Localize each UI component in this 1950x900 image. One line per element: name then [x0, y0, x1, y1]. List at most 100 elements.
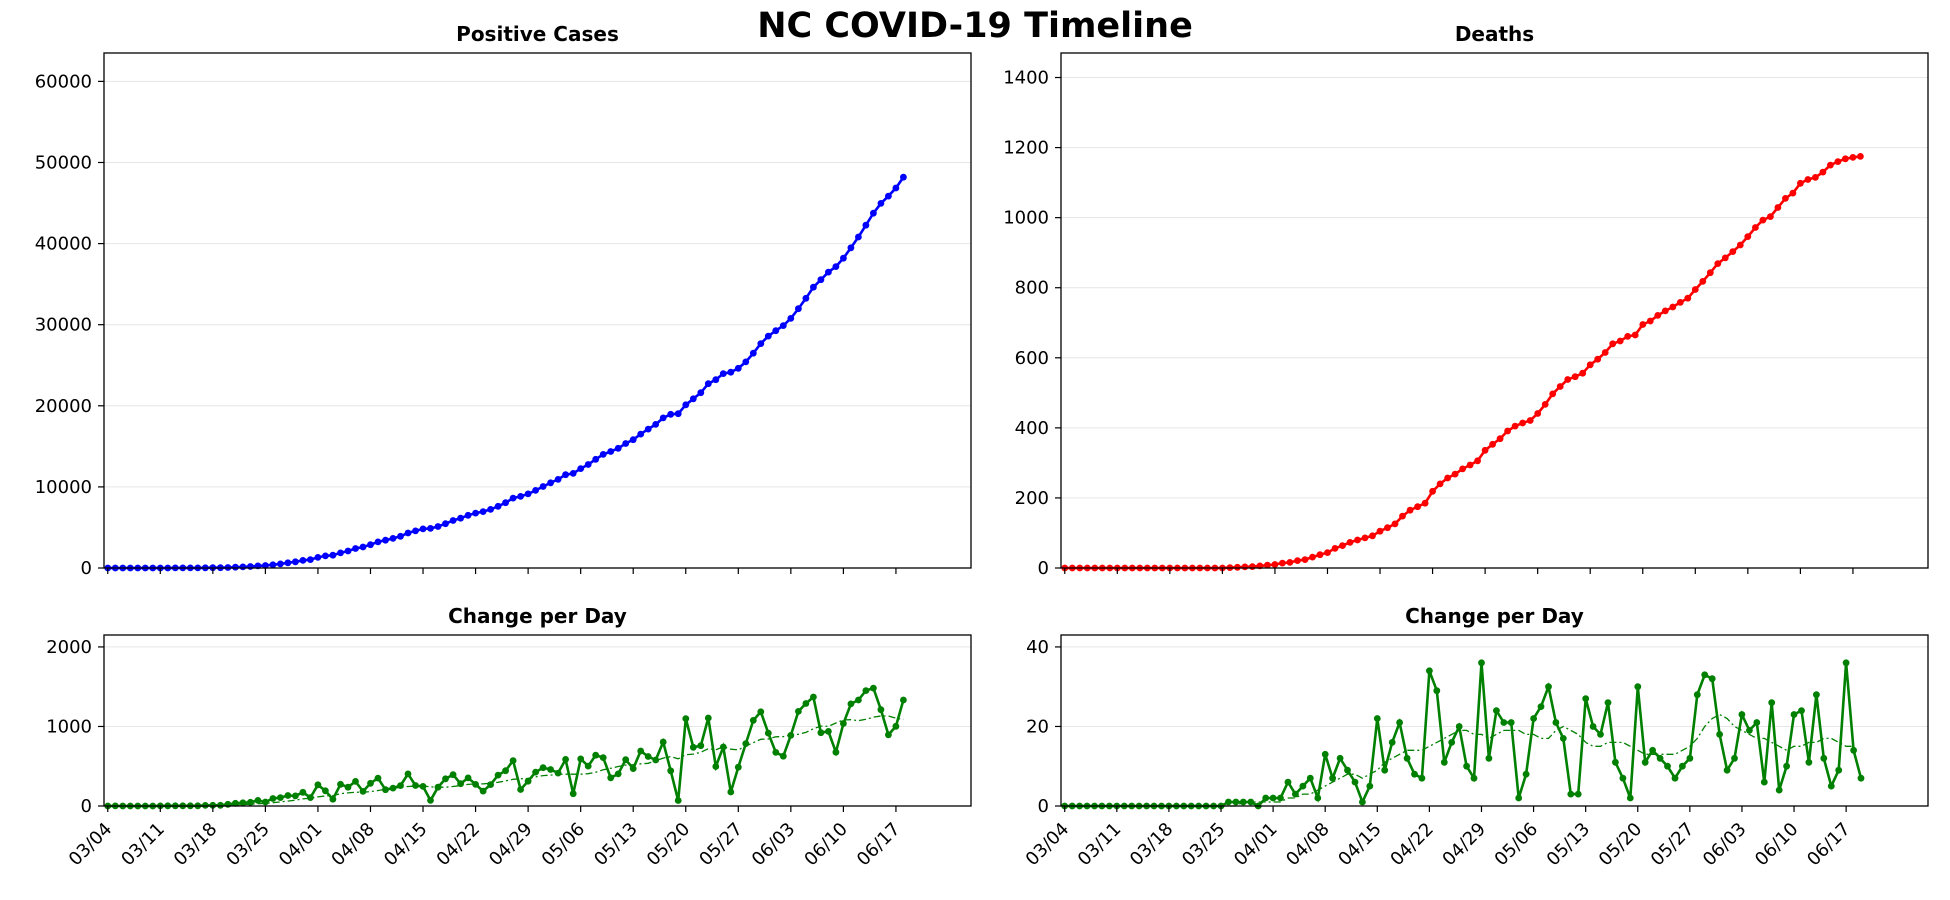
data-point — [337, 549, 344, 557]
data-point — [1414, 503, 1421, 511]
data-point — [1729, 248, 1737, 256]
data-point — [644, 425, 652, 433]
data-point — [1463, 762, 1470, 770]
y-tick-label: 30000 — [35, 315, 92, 336]
data-point — [1783, 762, 1790, 770]
data-point — [817, 276, 825, 284]
data-point — [1827, 782, 1835, 790]
x-tick-label: 04/01 — [1230, 819, 1282, 871]
y-tick-label: 800 — [1015, 278, 1049, 299]
data-point — [1225, 798, 1232, 806]
data-point — [382, 786, 389, 794]
data-point — [1597, 731, 1604, 738]
plot-frame — [1060, 52, 1929, 569]
plot-frame — [103, 634, 972, 807]
data-point — [712, 763, 720, 770]
series-line — [1064, 662, 1863, 808]
y-tick-label: 1200 — [1003, 138, 1049, 159]
data-point — [1820, 754, 1828, 762]
data-point — [592, 751, 600, 759]
data-point — [1515, 794, 1523, 802]
data-point — [1359, 798, 1366, 806]
data-point — [1500, 719, 1508, 726]
x-tick-label: 05/06 — [538, 819, 590, 871]
data-point — [779, 752, 787, 760]
data-point — [697, 389, 705, 397]
data-point — [419, 525, 427, 533]
data-point — [1571, 373, 1579, 381]
data-point — [1384, 524, 1391, 532]
data-point — [382, 536, 389, 544]
data-point — [862, 221, 870, 229]
data-point — [900, 696, 907, 704]
data-point — [359, 543, 367, 551]
data-point — [367, 779, 374, 787]
data-point — [779, 322, 787, 329]
subplot-title: Change per Day — [448, 604, 627, 628]
data-point — [1239, 798, 1247, 806]
data-point — [1686, 754, 1694, 762]
data-point — [1346, 539, 1354, 546]
data-point — [1746, 727, 1753, 734]
data-point — [1421, 499, 1429, 507]
subplot-title: Deaths — [1455, 22, 1534, 46]
data-point — [742, 358, 750, 366]
data-point — [404, 770, 412, 778]
data-point — [1805, 758, 1813, 766]
data-point — [1361, 534, 1369, 542]
data-point — [787, 315, 795, 322]
data-point — [659, 414, 667, 422]
data-point — [1789, 189, 1797, 197]
data-point — [509, 494, 517, 502]
data-point — [1403, 754, 1411, 762]
data-point — [1752, 224, 1759, 231]
data-point — [367, 541, 374, 549]
data-point — [1426, 667, 1433, 675]
data-point — [1440, 758, 1448, 766]
data-point — [637, 747, 645, 755]
y-tick-label: 1000 — [1003, 208, 1049, 229]
data-point — [652, 756, 660, 764]
data-point — [352, 778, 359, 785]
y-tick-label: 200 — [1015, 488, 1049, 509]
data-point — [442, 775, 449, 783]
x-tick-label: 06/17 — [853, 819, 905, 871]
data-point — [1526, 417, 1534, 424]
data-point — [487, 781, 494, 788]
data-point — [1699, 278, 1707, 285]
data-point — [1594, 355, 1602, 363]
x-tick-label: 05/20 — [643, 819, 695, 871]
data-point — [749, 349, 757, 357]
data-point — [1619, 774, 1627, 782]
data-point — [352, 545, 359, 552]
data-point — [457, 514, 464, 522]
data-point — [1567, 790, 1575, 798]
data-point — [704, 714, 712, 722]
data-point — [1760, 778, 1768, 786]
data-point — [494, 502, 502, 510]
data-point — [772, 749, 780, 756]
data-point — [1455, 723, 1463, 730]
data-point — [232, 563, 239, 571]
data-point — [1406, 506, 1414, 514]
chart-deaths: 0 200 400 600 800 1000 1200 1400 Deaths — [1003, 22, 1929, 579]
data-point — [1321, 750, 1329, 758]
data-point — [1601, 349, 1609, 356]
data-point — [712, 376, 720, 384]
data-point — [434, 523, 442, 530]
x-tick-label: 06/10 — [1751, 819, 1803, 871]
data-point — [329, 551, 337, 559]
data-point — [532, 487, 539, 494]
data-point — [1309, 553, 1316, 561]
x-tick-label: 03/25 — [222, 819, 274, 871]
data-point — [1759, 216, 1767, 224]
data-point — [1782, 195, 1789, 202]
data-point — [1396, 719, 1403, 726]
data-point — [1301, 556, 1309, 563]
data-point — [584, 461, 592, 468]
data-point — [1537, 703, 1545, 710]
data-point — [269, 561, 277, 569]
x-tick-label: 04/29 — [1438, 819, 1490, 871]
data-point — [1549, 390, 1557, 398]
data-point — [795, 708, 802, 715]
